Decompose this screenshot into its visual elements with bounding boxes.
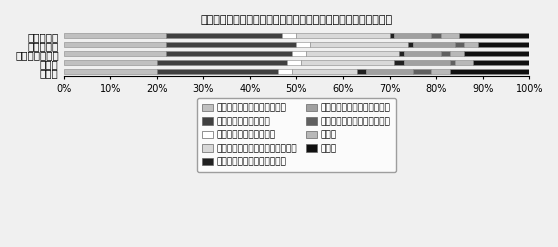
Bar [431,69,450,74]
Bar [431,33,441,38]
Bar [166,51,292,56]
Bar [403,51,441,56]
Bar [464,51,529,56]
Bar [157,69,278,74]
Bar [287,60,301,65]
Bar [394,60,403,65]
Bar [441,33,459,38]
Bar [64,42,166,47]
Bar [450,51,464,56]
Bar [166,33,282,38]
Bar [403,60,450,65]
Bar [310,42,408,47]
Bar [464,42,478,47]
Bar [64,33,166,38]
Bar [394,33,431,38]
Bar [301,60,394,65]
Bar [408,42,413,47]
Bar [292,51,306,56]
Bar [473,60,529,65]
Bar [459,33,529,38]
Bar [413,42,455,47]
Bar [455,42,464,47]
Bar [278,69,292,74]
Bar [64,69,157,74]
Bar [64,60,157,65]
Legend: 重篤な虐待が認められる場合, 虐待の確証がある場合, 所属長の了解がある場合, 園内・校内全体の了解がある場合, 教育委員会の了解がある場合, 保護者の了解が得: 重篤な虐待が認められる場合, 虐待の確証がある場合, 所属長の了解がある場合, … [197,98,396,172]
Bar [296,33,389,38]
Bar [450,69,529,74]
Bar [366,69,413,74]
Bar [441,51,450,56]
Bar [455,60,473,65]
Title: 場合により通告する：どのような場合に通告するか（複数回答）: 場合により通告する：どのような場合に通告するか（複数回答） [200,15,392,25]
Bar [157,60,287,65]
Bar [64,51,166,56]
Bar [282,33,296,38]
Bar [306,51,399,56]
Bar [292,69,357,74]
Bar [166,42,296,47]
Bar [450,60,455,65]
Bar [296,42,310,47]
Bar [357,69,366,74]
Bar [413,69,431,74]
Bar [478,42,529,47]
Bar [389,33,394,38]
Bar [399,51,403,56]
